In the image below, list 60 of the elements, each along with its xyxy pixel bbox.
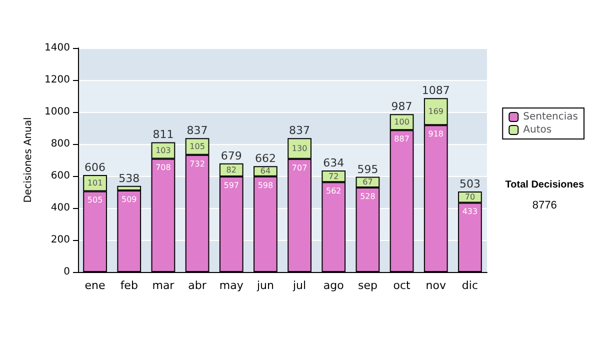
data-label: 887: [394, 134, 410, 144]
x-tick-label: feb: [120, 279, 138, 292]
data-label: 64: [260, 166, 271, 176]
total-label: 634: [323, 156, 344, 170]
data-label: 433: [462, 207, 478, 216]
total-label: 662: [254, 152, 276, 166]
total-label: 538: [118, 172, 140, 185]
x-tick-label: ene: [84, 279, 106, 292]
data-label: 169: [428, 107, 444, 116]
total-label: 595: [357, 162, 378, 176]
y-tick-label: 400: [50, 202, 70, 214]
data-label: 707: [292, 163, 308, 172]
x-tick-label: abr: [188, 279, 207, 292]
y-tick-label: 600: [50, 170, 70, 182]
y-tick-label: 1200: [44, 74, 70, 86]
data-label: 598: [258, 180, 274, 190]
y-tick-label: 200: [50, 234, 70, 246]
y-tick-label: 1000: [44, 106, 70, 118]
data-label: 72: [328, 172, 339, 181]
data-label: 82: [226, 165, 236, 174]
total-label: 987: [391, 100, 412, 114]
total-label: 503: [459, 178, 480, 191]
x-tick-label: oct: [393, 279, 412, 292]
data-label: 708: [156, 163, 171, 172]
total-label: 837: [289, 124, 310, 138]
data-label: 67: [362, 178, 373, 187]
data-label: 100: [394, 118, 410, 127]
total-label: 1087: [422, 84, 450, 98]
text: Total Decisiones: [505, 180, 584, 190]
y-tick-label: 1400: [44, 42, 70, 54]
legend-label: Autos: [523, 124, 552, 136]
x-tick-label: mar: [152, 279, 175, 292]
data-label: 528: [360, 192, 376, 202]
x-tick-label: sep: [358, 279, 378, 292]
x-tick-label: may: [219, 279, 244, 292]
data-label: 130: [292, 144, 308, 153]
x-tick-label: jul: [292, 279, 306, 292]
data-label: 70: [464, 192, 476, 202]
x-tick-label: dic: [462, 279, 478, 292]
data-label: 509: [121, 195, 137, 204]
data-label: 562: [326, 186, 342, 196]
data-label: 597: [224, 180, 240, 190]
x-tick-label: jun: [256, 279, 274, 292]
legend-label: Sentencias: [523, 112, 578, 122]
data-label: 103: [156, 146, 171, 155]
y-axis-title: Decisiones Anual: [23, 117, 34, 203]
y-tick-label: 800: [50, 138, 70, 150]
data-label: 105: [190, 142, 205, 151]
data-label: 101: [87, 178, 103, 188]
x-tick-label: nov: [426, 279, 446, 292]
total-label: 606: [84, 161, 106, 174]
y-tick-label: 0: [64, 266, 70, 278]
total-label: 811: [152, 128, 174, 142]
data-label: 505: [87, 196, 103, 205]
data-label: 918: [428, 130, 444, 139]
x-tick-label: ago: [323, 279, 344, 292]
total-label: 837: [186, 124, 208, 138]
data-label: 732: [190, 159, 205, 168]
text: 8776: [532, 200, 557, 212]
total-label: 679: [220, 149, 242, 162]
